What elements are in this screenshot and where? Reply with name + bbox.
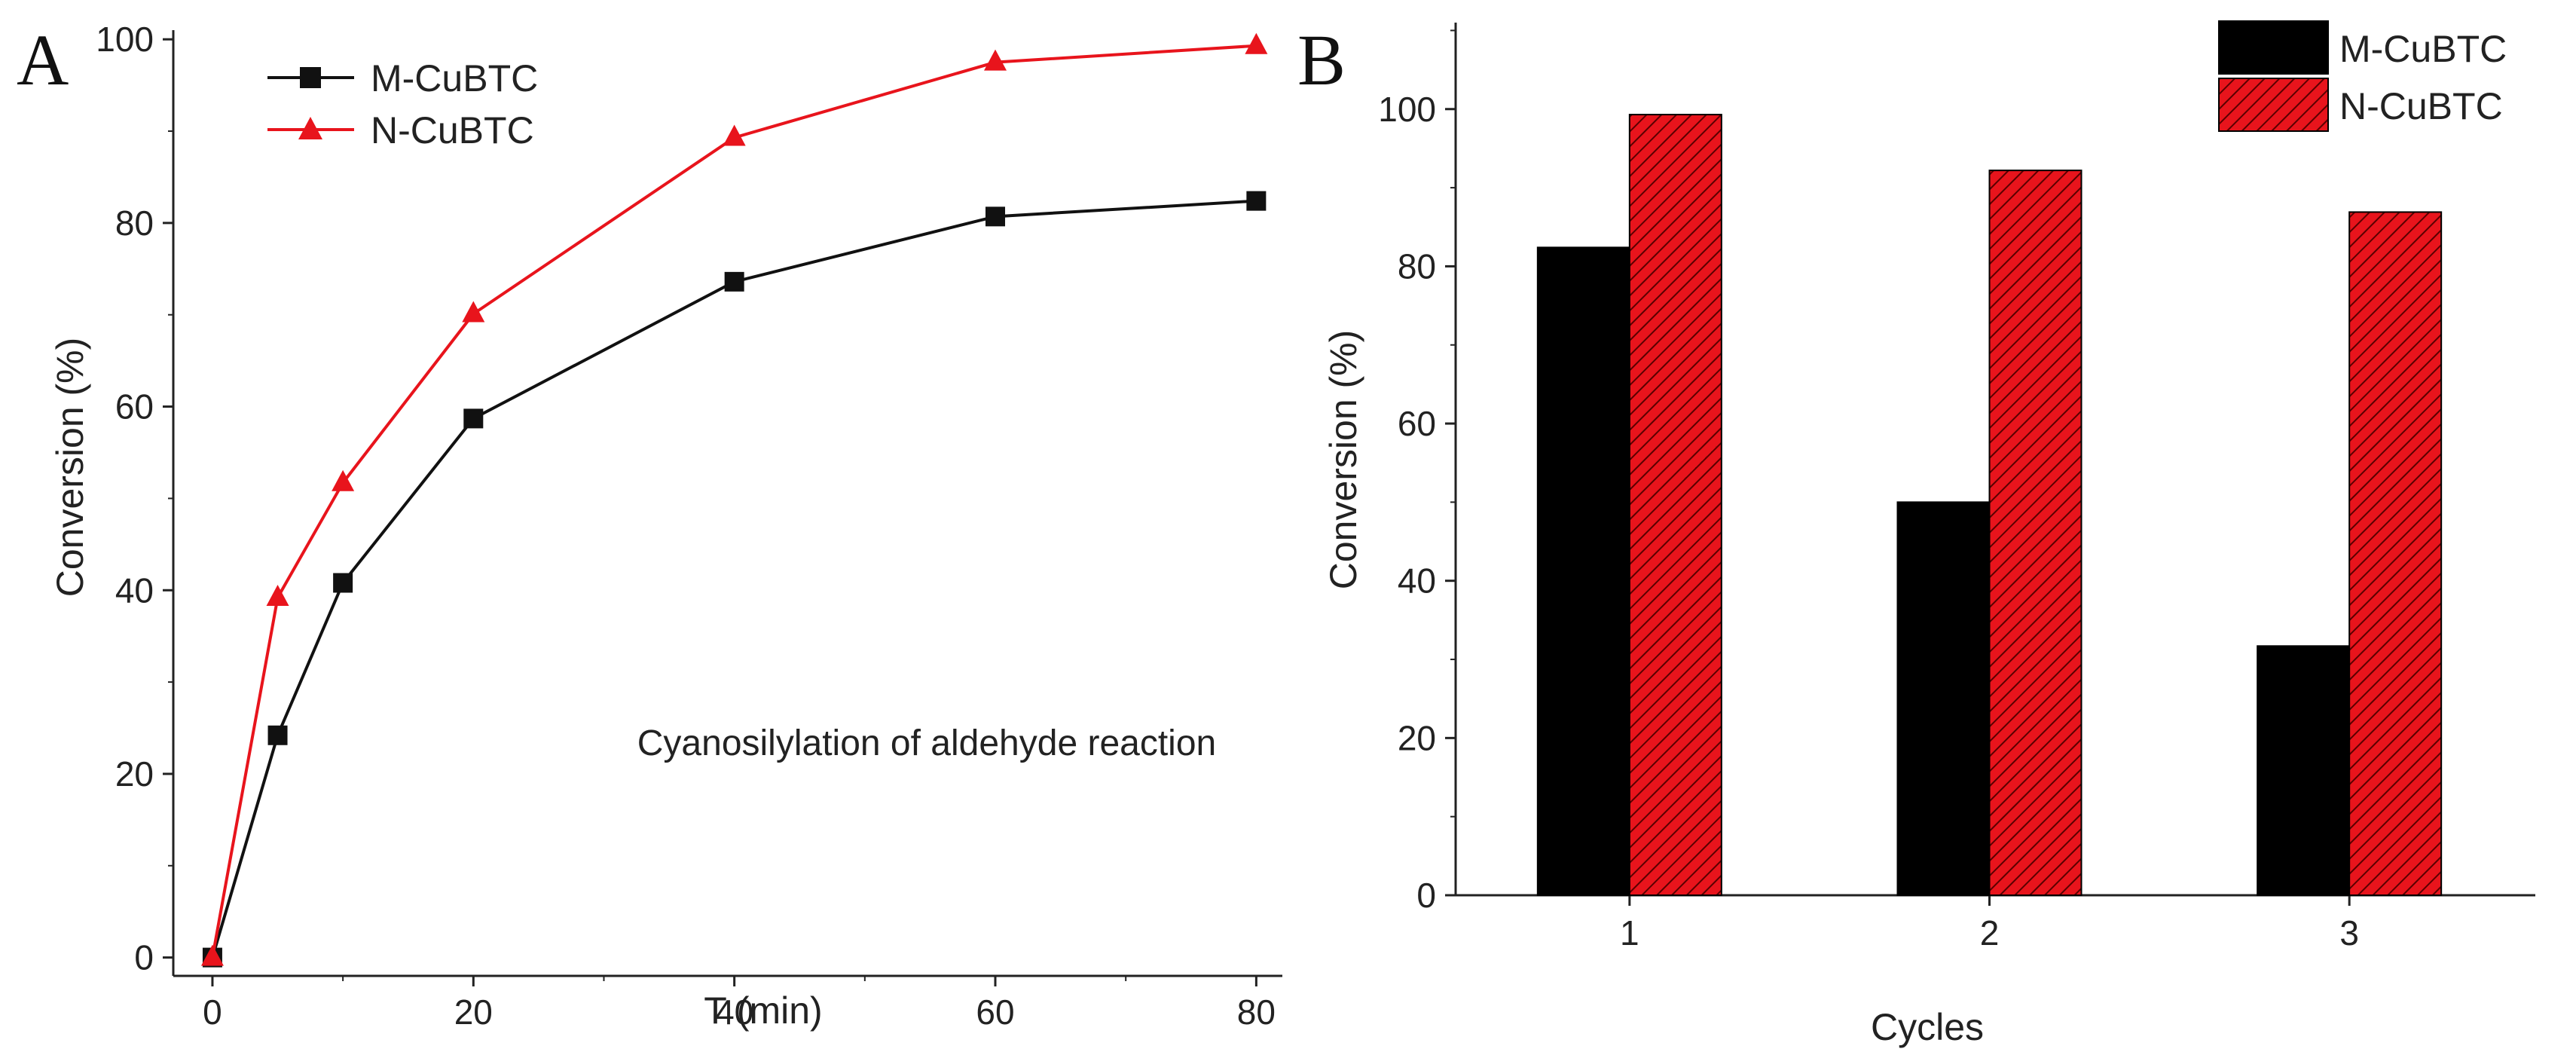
panel-a-label: A: [17, 20, 69, 100]
bar-n-cubtc-cycle-2: [1988, 170, 2082, 897]
panel-a-line-chart: A 0 20 40 60 80 100 0 20 40 60 80 T (min) Conversi…: [17, 20, 1282, 1032]
panel-b-ytick-label: 80: [1398, 246, 1436, 286]
series-line-n-cubtc: [210, 44, 1257, 958]
panel-a-axes: [172, 30, 1282, 977]
panel-a-xtick-label: 0: [203, 992, 222, 1032]
legend-swatch-m-cubtc: [2218, 20, 2329, 75]
panel-b-y-axis-title: Conversion (%): [1322, 330, 1364, 590]
panel-b-xtick-label: 3: [2339, 913, 2359, 953]
panel-a-annotation: Cyanosilylation of aldehyde reaction: [637, 723, 1216, 763]
legend-label-n-cubtc: N-CuBTC: [371, 109, 534, 151]
point-m-cubtc: [463, 408, 484, 429]
panel-b-ytick-label: 60: [1398, 404, 1436, 443]
panel-a-xtick-label: 80: [1237, 992, 1276, 1032]
panel-b-xtick-label: 2: [1980, 913, 2000, 953]
panel-b-legend: M-CuBTC N-CuBTC: [2218, 20, 2507, 132]
panel-a-ytick-label: 100: [96, 20, 154, 59]
panel-b-ticks: 0 20 40 60 80 100 1 2 3: [1378, 29, 2359, 953]
point-n-cubtc: [1245, 32, 1268, 54]
panel-b-label: B: [1297, 20, 1346, 100]
panel-a-y-axis-title: Conversion (%): [49, 338, 91, 598]
legend-marker-n-cubtc: [298, 117, 322, 139]
point-n-cubtc: [200, 944, 224, 966]
legend-swatch-n-cubtc: [2218, 78, 2329, 132]
point-m-cubtc: [724, 271, 744, 292]
panel-a-ytick-label: 20: [115, 754, 154, 794]
panel-a-xtick-label: 20: [454, 992, 493, 1032]
point-n-cubtc: [332, 469, 355, 491]
point-m-cubtc: [333, 573, 353, 593]
series-line-m-cubtc: [211, 199, 1257, 959]
bar-m-cubtc-cycle-2: [1896, 501, 1991, 896]
bar-m-cubtc-cycle-1: [1536, 246, 1630, 896]
panel-a-xtick-label: 40: [715, 992, 753, 1032]
point-n-cubtc: [723, 124, 746, 146]
panel-a-ytick-label: 40: [115, 570, 154, 610]
panel-a-x-axis-title: T (min): [704, 989, 822, 1032]
panel-a-ticks: 0 20 40 60 80 100 0 20 40 60 80: [96, 20, 1276, 1032]
bar-n-cubtc-cycle-1: [1628, 114, 1722, 897]
legend-label-m-cubtc: M-CuBTC: [371, 57, 538, 99]
panel-b-ytick-label: 40: [1398, 561, 1436, 601]
point-n-cubtc: [984, 49, 1007, 71]
bar-m-cubtc-cycle-3: [2257, 645, 2351, 896]
panel-b-ytick-label: 0: [1416, 876, 1436, 915]
panel-a-ytick-label: 60: [115, 387, 154, 427]
legend-label-b-n-cubtc: N-CuBTC: [2339, 85, 2503, 127]
bar-n-cubtc-cycle-3: [2348, 211, 2443, 896]
panel-b-x-axis-title: Cycles: [1871, 1006, 1984, 1048]
panel-b-bars: [1536, 114, 2443, 897]
point-m-cubtc: [267, 725, 288, 745]
panel-a-legend: M-CuBTC N-CuBTC: [267, 57, 538, 151]
panel-a-series: [200, 32, 1268, 968]
panel-b-xtick-label: 1: [1620, 913, 1639, 953]
panel-a-ytick-label: 80: [115, 203, 154, 243]
panel-b-ytick-label: 20: [1398, 718, 1436, 757]
panel-a-xtick-label: 60: [976, 992, 1014, 1032]
point-n-cubtc: [266, 585, 289, 606]
legend-marker-m-cubtc: [300, 67, 321, 88]
point-m-cubtc: [1246, 191, 1267, 211]
panel-b-ytick-label: 100: [1378, 90, 1436, 129]
panel-a-ytick-label: 0: [134, 938, 154, 977]
point-n-cubtc: [462, 301, 485, 323]
point-m-cubtc: [985, 206, 1006, 227]
legend-label-b-m-cubtc: M-CuBTC: [2339, 28, 2507, 70]
